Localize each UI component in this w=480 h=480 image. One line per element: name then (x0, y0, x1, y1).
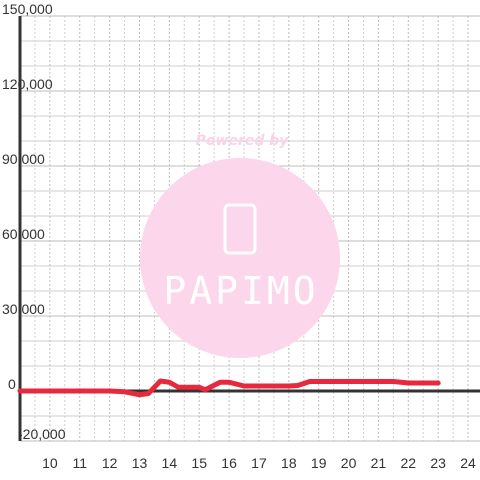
line-series (17, 378, 441, 398)
x-tick-label: 17 (251, 455, 267, 471)
y-tick-label: 0 (8, 376, 16, 392)
x-tick-label: 22 (401, 455, 417, 471)
y-tick-label: 60,000 (2, 226, 45, 242)
y-tick-label: 120,000 (2, 76, 53, 92)
y-tick-label: -20,000 (18, 426, 66, 442)
y-tick-label: 30,000 (2, 301, 45, 317)
x-tick-label: 15 (191, 455, 207, 471)
x-tick-label: 16 (221, 455, 237, 471)
x-tick-label: 24 (460, 455, 476, 471)
y-tick-label: 150,000 (2, 1, 53, 17)
y-tick-label: 90,000 (2, 151, 45, 167)
x-tick-label: 12 (102, 455, 118, 471)
x-tick-label: 11 (72, 455, 87, 471)
watermark: Powered by PAPIMO (140, 133, 340, 358)
x-tick-label: 18 (281, 455, 297, 471)
x-tick-label: 19 (311, 455, 327, 471)
x-tick-label: 20 (341, 455, 357, 471)
watermark-logo: PAPIMO (163, 269, 318, 313)
x-tick-label: 23 (430, 455, 446, 471)
x-tick-label: 21 (371, 455, 387, 471)
x-tick-label: 10 (42, 455, 58, 471)
plot: -20,000 0 30,000 60,000 90,000 120,000 150,000… (2, 1, 480, 471)
watermark-icon (223, 203, 257, 255)
watermark-text: Powered by (196, 133, 290, 149)
x-tick-label: 14 (162, 455, 178, 471)
watermark-circle (140, 158, 340, 358)
x-tick-label: 13 (132, 455, 148, 471)
